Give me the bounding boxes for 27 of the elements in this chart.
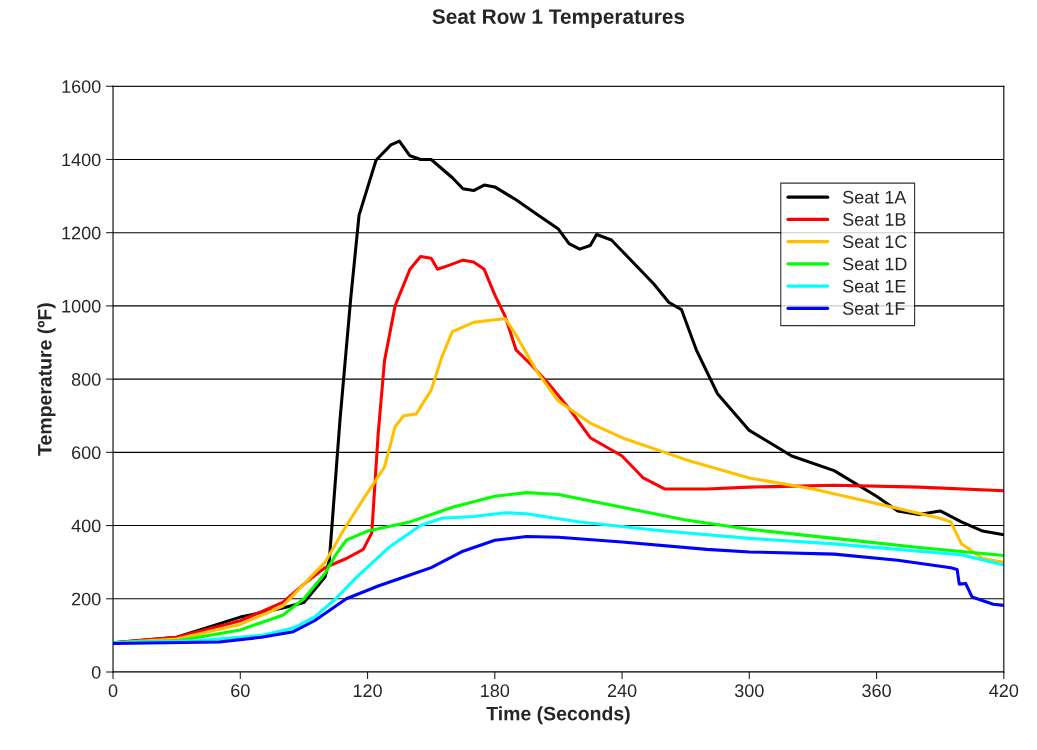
y-tick-label: 1400 [62, 153, 101, 167]
x-tick-label: 420 [989, 684, 1019, 698]
y-tick-label: 1200 [62, 226, 101, 240]
y-tick-label: 0 [91, 665, 101, 679]
y-tick-label: 200 [72, 592, 101, 606]
y-tick-label: 400 [71, 519, 101, 533]
x-tick-label: 300 [734, 684, 764, 698]
line-series [113, 535, 1004, 645]
legend-label: Seat 1C [842, 235, 907, 249]
x-tick-label: 360 [862, 684, 891, 698]
y-axis-title: Temperature (ºF) [37, 303, 56, 456]
x-tick-label: 240 [607, 684, 637, 698]
x-tick-label: 0 [108, 684, 118, 698]
legend-label: Seat 1B [842, 213, 906, 226]
x-tick-label: 120 [353, 684, 382, 698]
x-tick-label: 180 [481, 684, 510, 698]
legend-label: Seat 1A [842, 190, 907, 204]
legend-label: Seat 1E [842, 279, 906, 293]
x-axis-title: Time (Seconds) [486, 706, 630, 725]
y-tick-label: 1000 [62, 299, 101, 313]
x-tick-label: 60 [231, 684, 250, 698]
legend-label: Seat 1F [842, 302, 905, 315]
chart-title: Seat Row 1 Temperatures [432, 9, 685, 29]
y-tick-label: 600 [72, 446, 101, 460]
legend-label: Seat 1D [842, 257, 907, 271]
y-tick-label: 800 [71, 373, 101, 386]
y-tick-label: 1600 [62, 80, 101, 93]
